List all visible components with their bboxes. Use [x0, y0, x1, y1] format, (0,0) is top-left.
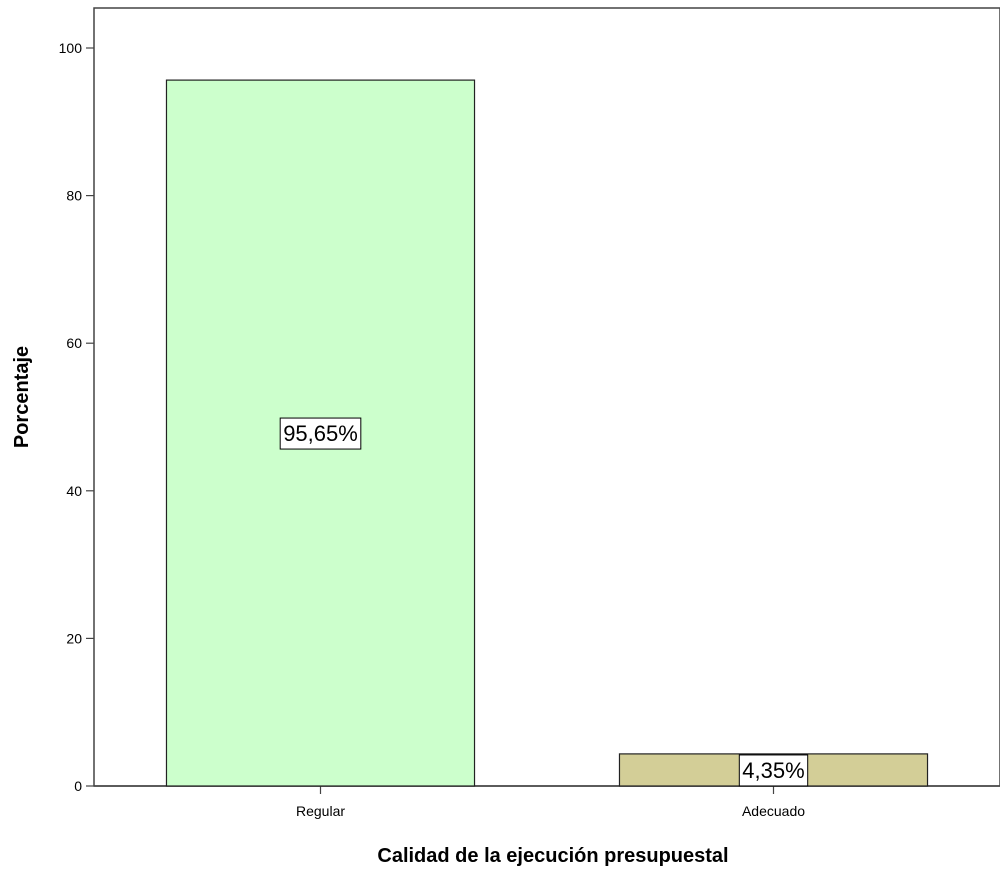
- data-label-text: 4,35%: [742, 758, 804, 783]
- y-tick-label: 60: [66, 335, 82, 351]
- y-tick-label: 20: [66, 630, 82, 646]
- x-tick-label: Regular: [296, 803, 345, 819]
- y-tick-label: 0: [74, 778, 82, 794]
- data-label-text: 95,65%: [283, 421, 358, 446]
- y-tick-label: 100: [59, 40, 83, 56]
- x-axis: Regular Adecuado: [94, 785, 1000, 819]
- data-label-box: [279, 417, 362, 450]
- data-labels: 95,65% 4,35%: [279, 417, 809, 787]
- y-tick-label: 40: [66, 483, 82, 499]
- data-label-box: [738, 754, 809, 787]
- y-tick-label: 80: [66, 188, 82, 204]
- x-axis-title: Calidad de la ejecución presupuestal: [377, 845, 728, 867]
- x-tick-label: Adecuado: [742, 803, 805, 819]
- y-axis: 0 20 40 60 80 100: [59, 40, 94, 794]
- y-axis-title: Porcentaje: [11, 346, 33, 448]
- data-label: 4,35%: [738, 754, 809, 787]
- data-label: 95,65%: [279, 417, 362, 450]
